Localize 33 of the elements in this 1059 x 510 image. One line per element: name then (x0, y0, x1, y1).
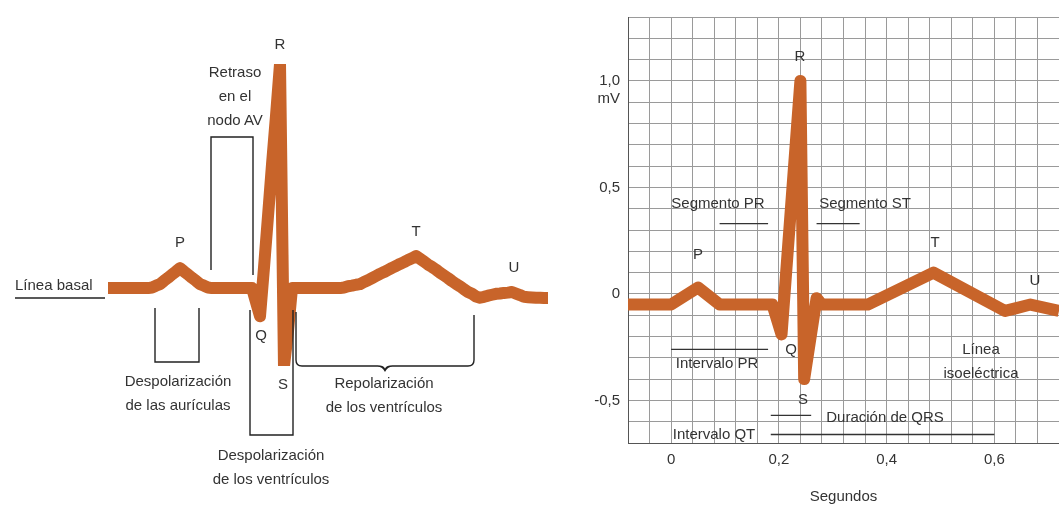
x-tick-label: 0,6 (983, 450, 1005, 468)
annotation: U (508, 258, 520, 276)
annotation: S (797, 390, 809, 408)
annotation: Intervalo PR (675, 354, 759, 372)
text: Despolarización de las aurículas (124, 372, 232, 414)
y-tick-label: 0 (611, 284, 620, 302)
y-axis-title: mV (597, 89, 620, 107)
x-tick-label: 0,2 (768, 450, 790, 468)
annotation: Q (785, 340, 797, 358)
text: Línea basal (15, 276, 93, 294)
annotation: Segmento ST (819, 194, 911, 212)
annotation: Segmento PR (671, 194, 765, 212)
annotation: U (1029, 271, 1041, 289)
x-tick-label: 0 (666, 450, 676, 468)
annotation: Línea isoeléctrica (943, 340, 1020, 382)
annotation: P (692, 245, 704, 263)
x-axis-title: Segundos (809, 487, 878, 505)
annotation: Q (255, 326, 267, 344)
annotation: T (411, 222, 421, 240)
annotation: R (794, 47, 806, 65)
y-tick-label: 0,5 (599, 177, 620, 195)
annotation: Retraso en el nodo AV (207, 63, 263, 129)
text: R (274, 35, 286, 53)
annotation: T (930, 233, 940, 251)
annotation: P (174, 233, 186, 251)
text: Despolarización de los ventrículos (212, 446, 330, 488)
annotation: Duración de QRS (826, 408, 944, 426)
text: Repolarización de los ventrículos (325, 374, 443, 416)
y-tick-label: 1,0 (599, 71, 620, 89)
annotation: Intervalo QT (672, 425, 756, 443)
y-tick-label: -0,5 (594, 390, 620, 408)
text: S (277, 375, 289, 393)
x-tick-label: 0,4 (876, 450, 898, 468)
